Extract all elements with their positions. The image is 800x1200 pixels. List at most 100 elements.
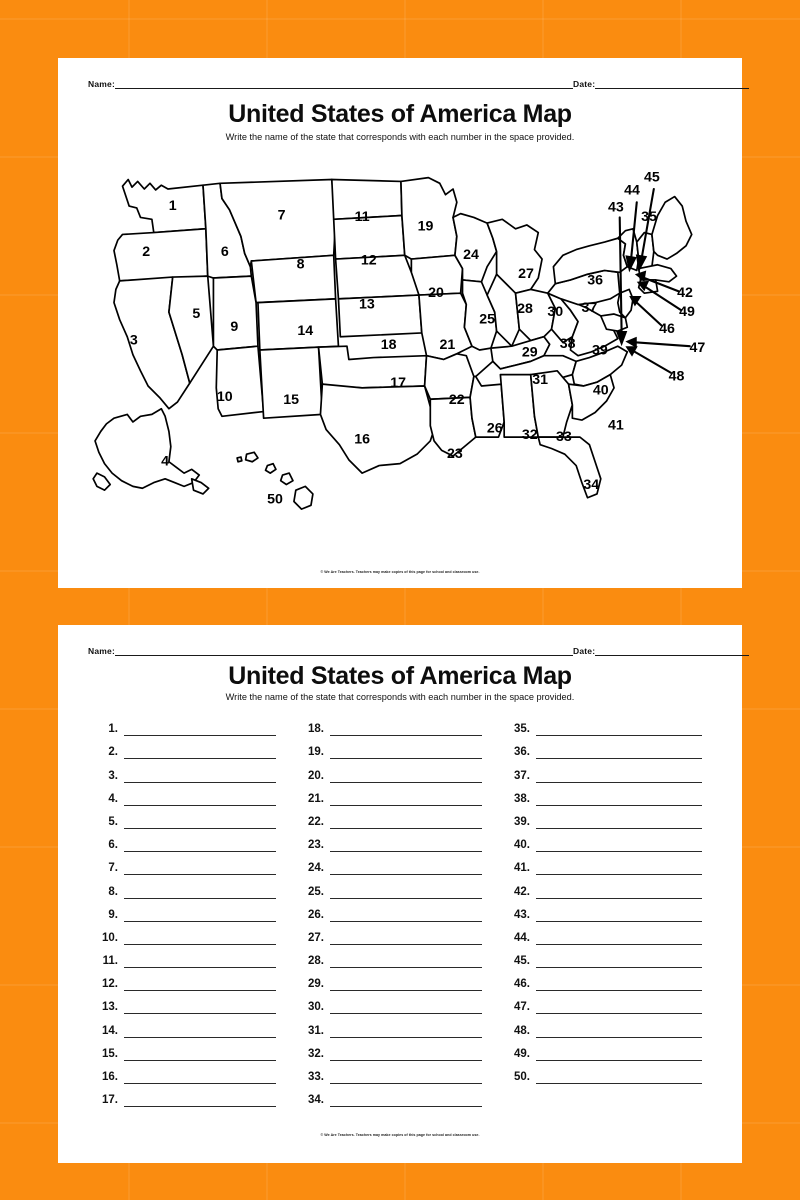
answer-input-line[interactable] bbox=[330, 815, 482, 829]
answer-input-line[interactable] bbox=[536, 769, 702, 783]
answer-input-line[interactable] bbox=[536, 861, 702, 876]
answer-input-line[interactable] bbox=[124, 908, 276, 922]
answer-number: 3. bbox=[108, 769, 118, 782]
answer-input-line[interactable] bbox=[330, 1000, 482, 1015]
answer-row: 16. bbox=[92, 1061, 298, 1084]
answer-input-line[interactable] bbox=[330, 722, 482, 737]
answer-input-line[interactable] bbox=[124, 1024, 276, 1038]
answer-input-line[interactable] bbox=[330, 931, 482, 945]
answer-input-line[interactable] bbox=[124, 861, 276, 876]
answer-input-line[interactable] bbox=[124, 745, 276, 760]
answer-input-line[interactable] bbox=[536, 838, 702, 853]
state-number-20: 20 bbox=[428, 285, 444, 301]
answer-input-line[interactable] bbox=[536, 815, 702, 829]
answer-input-line[interactable] bbox=[124, 1070, 276, 1084]
answer-input-line[interactable] bbox=[330, 954, 482, 969]
state-number-29: 29 bbox=[522, 345, 538, 361]
date-label: Date: bbox=[572, 79, 596, 89]
answer-input-line[interactable] bbox=[330, 977, 482, 992]
state-number-30: 30 bbox=[547, 304, 563, 320]
answer-number: 20. bbox=[308, 769, 324, 782]
answer-input-line[interactable] bbox=[330, 745, 482, 760]
answer-row: 5. bbox=[92, 806, 298, 829]
answer-row: 38. bbox=[504, 783, 710, 806]
answer-row: 13. bbox=[92, 991, 298, 1015]
answer-number: 32. bbox=[308, 1047, 324, 1060]
state-number-19: 19 bbox=[418, 219, 434, 235]
answer-input-line[interactable] bbox=[536, 722, 702, 737]
answer-input-line[interactable] bbox=[124, 931, 276, 945]
state-number-21: 21 bbox=[439, 337, 455, 353]
answer-input-line[interactable] bbox=[536, 1047, 702, 1061]
answer-input-line[interactable] bbox=[330, 885, 482, 899]
answer-input-line[interactable] bbox=[536, 885, 702, 899]
answer-input-line[interactable] bbox=[124, 977, 276, 992]
answer-input-line[interactable] bbox=[330, 861, 482, 876]
answer-number: 15. bbox=[102, 1047, 118, 1060]
answer-input-line[interactable] bbox=[124, 792, 276, 806]
state-number-1: 1 bbox=[169, 198, 177, 214]
state-number-31: 31 bbox=[532, 372, 548, 388]
answer-input-line[interactable] bbox=[536, 1024, 702, 1038]
answer-input-line[interactable] bbox=[124, 815, 276, 829]
answer-input-line[interactable] bbox=[124, 885, 276, 899]
answer-row: 10. bbox=[92, 922, 298, 945]
answer-row: 39. bbox=[504, 806, 710, 829]
answer-number: 42. bbox=[514, 885, 530, 898]
state-number-33: 33 bbox=[556, 429, 572, 445]
answer-input-line[interactable] bbox=[536, 977, 702, 992]
answer-input-line[interactable] bbox=[124, 1000, 276, 1015]
answer-input-line[interactable] bbox=[536, 931, 702, 945]
answer-input-line[interactable] bbox=[330, 1024, 482, 1038]
answer-input-line[interactable] bbox=[536, 1070, 702, 1084]
answer-number: 19. bbox=[308, 746, 324, 759]
name-input-line[interactable] bbox=[114, 645, 573, 656]
answer-input-line[interactable] bbox=[330, 908, 482, 922]
answer-input-line[interactable] bbox=[124, 1093, 276, 1108]
state-number-38: 38 bbox=[560, 336, 576, 352]
answer-row: 4. bbox=[92, 783, 298, 806]
answer-input-line[interactable] bbox=[536, 908, 702, 922]
state-number-14: 14 bbox=[297, 323, 313, 339]
answer-number: 2. bbox=[108, 746, 118, 759]
state-number-4: 4 bbox=[161, 454, 169, 470]
name-input-line[interactable] bbox=[114, 78, 573, 89]
answer-input-line[interactable] bbox=[330, 1093, 482, 1108]
answer-input-line[interactable] bbox=[536, 792, 702, 806]
date-input-line[interactable] bbox=[595, 645, 750, 656]
answer-input-line[interactable] bbox=[330, 792, 482, 806]
callout-number-44: 44 bbox=[624, 183, 640, 199]
answer-number: 45. bbox=[514, 955, 530, 968]
answer-row: 18. bbox=[298, 713, 504, 737]
answer-input-line[interactable] bbox=[330, 838, 482, 853]
answer-row: 19. bbox=[298, 736, 504, 760]
answer-input-line[interactable] bbox=[330, 1070, 482, 1084]
answer-row: 37. bbox=[504, 759, 710, 783]
answer-input-line[interactable] bbox=[124, 954, 276, 969]
answer-input-line[interactable] bbox=[536, 1000, 702, 1015]
answer-input-line[interactable] bbox=[330, 769, 482, 783]
name-date-row: Name: Date: bbox=[88, 78, 750, 89]
state-number-17: 17 bbox=[390, 375, 406, 391]
answer-row: 29. bbox=[298, 968, 504, 992]
answer-row: 40. bbox=[504, 829, 710, 853]
answer-row: 47. bbox=[504, 991, 710, 1015]
answer-input-line[interactable] bbox=[536, 745, 702, 760]
answer-number: 35. bbox=[514, 723, 530, 736]
callout-number-45: 45 bbox=[644, 169, 660, 185]
state-number-8: 8 bbox=[297, 257, 305, 273]
answer-input-line[interactable] bbox=[330, 1047, 482, 1061]
answer-input-line[interactable] bbox=[124, 838, 276, 853]
state-number-9: 9 bbox=[230, 319, 238, 335]
answer-input-line[interactable] bbox=[124, 1047, 276, 1061]
answer-input-line[interactable] bbox=[124, 722, 276, 737]
date-input-line[interactable] bbox=[595, 78, 750, 89]
answer-number: 1. bbox=[108, 723, 118, 736]
state-number-24: 24 bbox=[463, 247, 479, 263]
answer-number: 13. bbox=[102, 1001, 118, 1014]
answer-input-line[interactable] bbox=[124, 769, 276, 783]
answer-number: 23. bbox=[308, 839, 324, 852]
state-number-28: 28 bbox=[517, 301, 533, 317]
answer-input-line[interactable] bbox=[536, 954, 702, 969]
answer-number: 48. bbox=[514, 1024, 530, 1037]
